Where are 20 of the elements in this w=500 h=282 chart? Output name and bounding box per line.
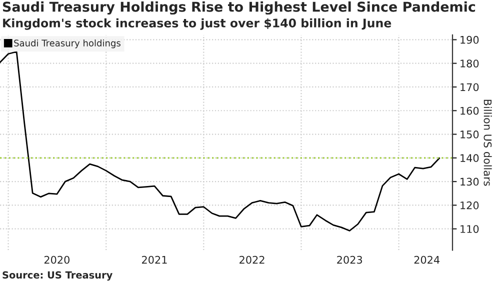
x-tick-label: 2021 (142, 256, 167, 264)
y-tick-label: 170 (460, 83, 479, 92)
x-tick-label: 2020 (44, 256, 70, 264)
y-tick-label: 160 (460, 106, 479, 115)
y-axis-title: Billion US dollars (484, 100, 492, 186)
x-tick-label: 2022 (240, 256, 264, 264)
legend-label: Saudi Treasury holdings (14, 39, 120, 48)
y-tick-label: 190 (460, 36, 479, 44)
y-tick-label: 110 (460, 225, 479, 233)
chart-subtitle: Kingdom's stock increases to just over $140 billion in June (3, 18, 392, 30)
source-note: Source: US Treasury (2, 271, 112, 281)
y-tick-label: 130 (460, 178, 479, 186)
y-tick-label: 150 (460, 130, 479, 138)
y-tick-label: 180 (460, 60, 479, 68)
x-tick-label: 2023 (337, 256, 362, 264)
y-tick-label: 140 (460, 154, 479, 162)
y-tick-label: 120 (460, 201, 479, 210)
chart-title: Saudi Treasury Holdings Rise to Highest Level Since Pandemic (2, 1, 476, 15)
line-series (0, 51, 440, 232)
x-tick-label: 2024 (414, 256, 440, 264)
